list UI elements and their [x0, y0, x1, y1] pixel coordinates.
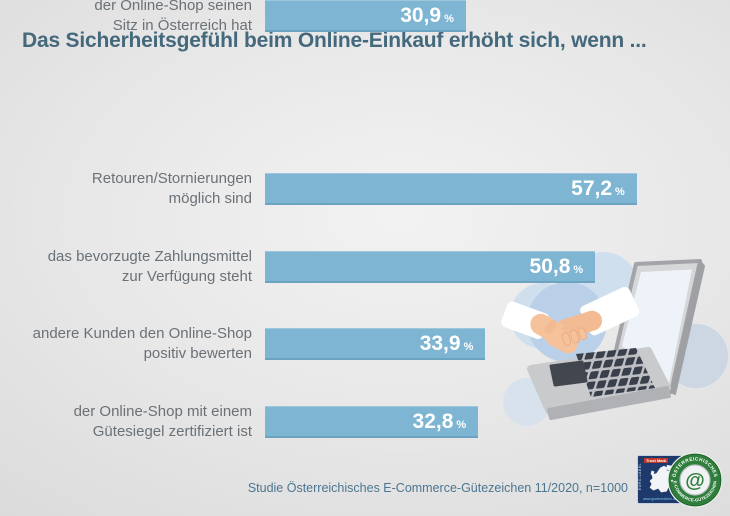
bar-row: andere Kunden den Online-Shop positiv be… — [0, 325, 730, 362]
bar-label: der Online-Shop seinen Sitz in Österreic… — [94, 0, 252, 34]
bar: 50,8% — [265, 251, 596, 283]
bar-label: der Online-Shop mit einem Gütesiegel zer… — [73, 403, 252, 440]
bar-row: das bevorzugte Zahlungsmittel zur Verfüg… — [0, 248, 730, 285]
bar-track: 32,8% — [265, 406, 730, 438]
bar: 32,8% — [265, 406, 479, 438]
percent-sign: % — [456, 419, 467, 431]
ecommerce-guetezeichen-seal: ÖSTERREICHISCHES E-COMMERCE-GÜTEZEICHEN … — [667, 452, 723, 508]
bar: 57,2% — [265, 173, 637, 205]
bar-track: 57,2% — [265, 173, 730, 205]
percent-sign: % — [615, 186, 625, 198]
laptop-handshake-illustration — [501, 252, 728, 426]
bar-row: der Online-Shop mit einem Gütesiegel zer… — [0, 403, 730, 440]
bar-track: 50,8% — [265, 251, 730, 283]
bar-row: der Online-Shop seinen Sitz in Österreic… — [0, 0, 730, 34]
bar-track: 30,9% — [265, 0, 730, 32]
bar-label: das bevorzugte Zahlungsmittel zur Verfüg… — [47, 248, 252, 285]
trust-mark-tag: Trust Mark — [644, 458, 669, 463]
bar-label: andere Kunden den Online-Shop positiv be… — [32, 325, 252, 362]
seal-star-icon: ★ — [670, 478, 674, 483]
handshake-icon — [501, 286, 640, 354]
bar-value: 57,2% — [571, 177, 625, 200]
bar-value: 50,8% — [529, 255, 584, 278]
page-title: Das Sicherheitsgefühl beim Online-Einkau… — [22, 29, 647, 52]
bar: 33,9% — [265, 328, 486, 360]
seal-at-icon: @ — [685, 470, 705, 492]
bar-track: 33,9% — [265, 328, 730, 360]
bar-row: Retouren/Stornierungen möglich sind 57,2… — [0, 170, 730, 207]
percent-sign: % — [573, 264, 584, 276]
bar-value: 33,9% — [419, 332, 474, 355]
bar-label: Retouren/Stornierungen möglich sind — [91, 170, 252, 207]
bar-value: 32,8% — [412, 410, 467, 433]
bar: 30,9% — [265, 0, 466, 32]
laptop-keyboard-icon — [527, 347, 671, 420]
guetezeichen-logo: Trust Mark EURO-LABEL www.guetezeichen.a… — [637, 451, 725, 509]
bar-value: 30,9% — [400, 4, 454, 27]
source-note: Studie Österreichisches E-Commerce-Gütez… — [247, 481, 628, 495]
logo-website-text: www.guetezeichen.at — [643, 497, 677, 501]
percent-sign: % — [444, 13, 454, 25]
percent-sign: % — [463, 341, 474, 353]
